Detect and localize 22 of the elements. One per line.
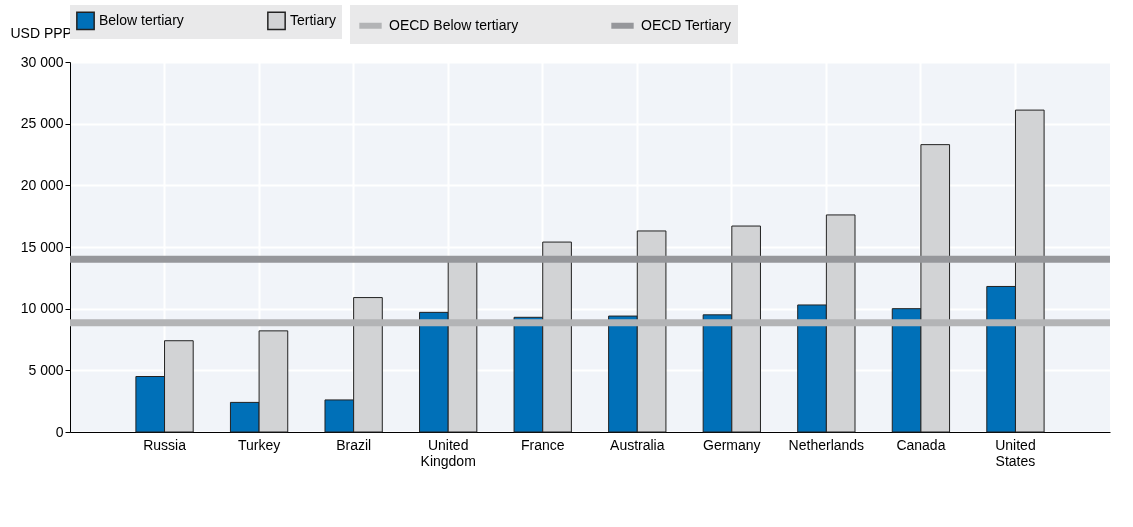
x-tick-label: Netherlands	[788, 436, 865, 453]
x-tick-label: Turkey	[237, 436, 281, 453]
legend-label: OECD Tertiary	[641, 16, 731, 33]
y-axis-title: USD PPP	[10, 24, 72, 41]
x-tick-label: United Kingdom	[420, 436, 476, 469]
y-tick-label: 0	[55, 423, 64, 440]
legend-label: Tertiary	[290, 11, 336, 28]
y-tick-label: 25 000	[20, 115, 64, 132]
y-tick-label: 30 000	[20, 53, 64, 70]
x-tick-label: Canada	[896, 436, 946, 453]
y-tick-label: 10 000	[20, 300, 64, 317]
x-tick-label: Germany	[703, 436, 761, 453]
legend-label: Below tertiary	[99, 11, 184, 28]
x-tick-label: Russia	[143, 436, 187, 453]
y-tick-label: 15 000	[20, 238, 64, 255]
x-tick-label: United States	[995, 436, 1036, 469]
x-tick-label: Brazil	[336, 436, 372, 453]
x-tick-label: France	[520, 436, 565, 453]
legend-label: OECD Below tertiary	[389, 16, 519, 33]
x-tick-label: Australia	[610, 436, 665, 453]
y-tick-label: 20 000	[20, 176, 64, 193]
y-tick-label: 5 000	[28, 361, 64, 378]
